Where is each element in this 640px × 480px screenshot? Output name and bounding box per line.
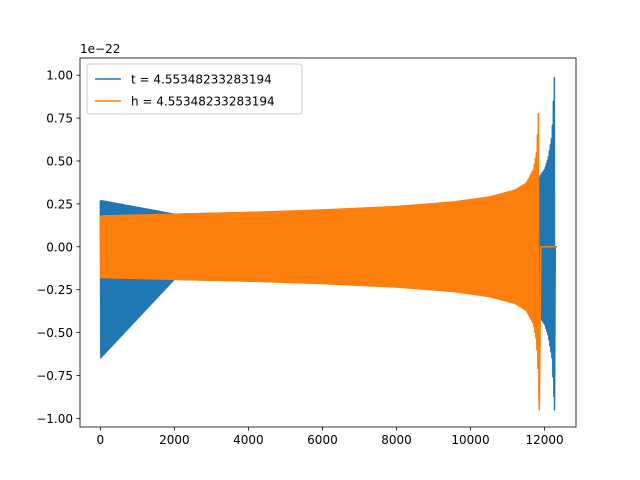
axes: 0 2000 4000 6000 8000 10000 12000 −1.00 −0.75 −0.… (36, 57, 577, 447)
x-tick-label: 6000 (307, 433, 338, 447)
y-scale-label: 1e−22 (80, 42, 120, 56)
legend-label: t = 4.55348233283194 (131, 73, 272, 87)
legend: t = 4.55348233283194 h = 4.55348233283194 (86, 63, 303, 115)
y-tick-label: 0.00 (46, 240, 73, 254)
x-tick-label: 0 (97, 433, 105, 447)
y-tick-label: −0.50 (36, 326, 73, 340)
y-tick-label: −1.00 (36, 412, 73, 426)
legend-label: h = 4.55348233283194 (131, 95, 275, 109)
x-tick-label: 12000 (525, 433, 563, 447)
x-tick-label: 4000 (233, 433, 264, 447)
x-tick-label: 8000 (381, 433, 412, 447)
y-tick-label: 0.75 (46, 112, 73, 126)
y-tick-label: −0.25 (36, 283, 73, 297)
y-tick-label: −0.75 (36, 369, 73, 383)
series-line-2 (99, 112, 556, 411)
x-tick-label: 10000 (451, 433, 489, 447)
y-tick-label: 0.50 (46, 154, 73, 168)
y-tick-label: 0.25 (46, 197, 73, 211)
legend-box (86, 63, 303, 115)
x-tick-label: 2000 (159, 433, 190, 447)
plot-area (99, 76, 557, 411)
y-tick-label: 1.00 (46, 69, 73, 83)
axes-frame (79, 57, 577, 428)
